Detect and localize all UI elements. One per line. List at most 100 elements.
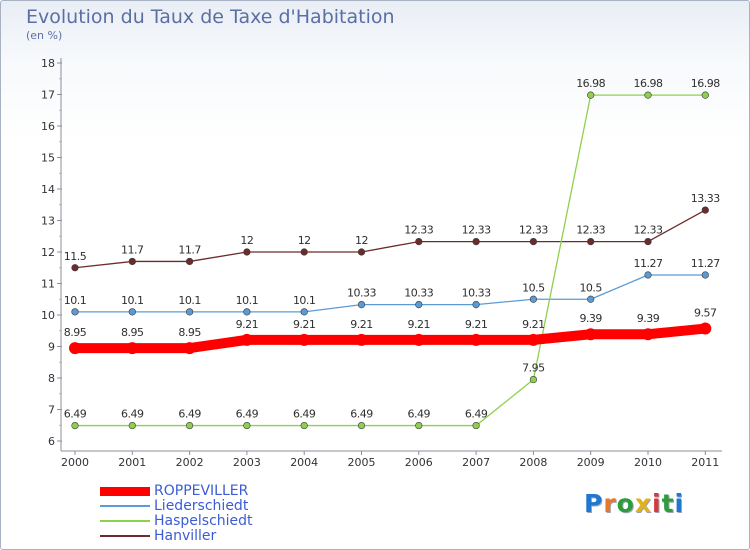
data-label: 6.49 bbox=[236, 408, 259, 421]
legend-swatch bbox=[100, 520, 150, 522]
data-point bbox=[415, 421, 423, 430]
data-label: 10.1 bbox=[178, 294, 201, 307]
legend-label: Hanviller bbox=[154, 528, 217, 544]
data-label: 10.33 bbox=[404, 287, 433, 300]
data-label: 9.21 bbox=[293, 318, 316, 331]
data-point bbox=[186, 257, 194, 266]
data-label: 12 bbox=[240, 234, 253, 247]
data-point bbox=[300, 421, 308, 430]
data-label: 8.95 bbox=[178, 326, 201, 339]
data-label: 16.98 bbox=[691, 77, 720, 90]
series-line-roppeviller bbox=[70, 323, 711, 354]
data-point bbox=[71, 421, 79, 430]
data-point bbox=[357, 421, 366, 430]
data-point bbox=[300, 308, 308, 316]
data-label: 9.21 bbox=[465, 318, 488, 331]
y-tick-label: 12 bbox=[41, 246, 55, 259]
y-tick-label: 15 bbox=[41, 152, 55, 165]
y-tick-label: 8 bbox=[48, 372, 55, 385]
y-tick-label: 14 bbox=[41, 183, 55, 196]
data-label: 9.57 bbox=[694, 307, 717, 320]
x-tick-label: 2009 bbox=[577, 456, 605, 469]
data-label: 11.27 bbox=[691, 257, 720, 270]
data-point bbox=[529, 375, 538, 384]
legend-label: Haspelschiedt bbox=[154, 513, 253, 529]
logo-letter: o bbox=[616, 489, 635, 518]
data-point bbox=[529, 295, 538, 303]
data-label: 10.5 bbox=[522, 281, 545, 294]
logo-letter: i bbox=[652, 489, 662, 518]
data-label: 12.33 bbox=[404, 224, 433, 237]
y-tick-label: 13 bbox=[41, 215, 55, 228]
logo-letter: x bbox=[634, 489, 652, 518]
data-point bbox=[128, 257, 136, 266]
y-tick-label: 11 bbox=[41, 278, 55, 291]
series-line-hanviller bbox=[74, 209, 706, 269]
data-point bbox=[128, 308, 136, 316]
data-label: 12.33 bbox=[576, 224, 605, 237]
data-label: 12 bbox=[355, 234, 368, 247]
data-label: 6.49 bbox=[121, 408, 144, 421]
data-label: 16.98 bbox=[634, 77, 663, 90]
data-label: 11.27 bbox=[634, 257, 663, 270]
data-label: 9.21 bbox=[236, 318, 259, 331]
x-tick-label: 2001 bbox=[118, 456, 146, 469]
data-point bbox=[243, 308, 251, 316]
data-point bbox=[527, 333, 540, 346]
data-label: 6.49 bbox=[350, 408, 373, 421]
x-tick-label: 2010 bbox=[634, 456, 662, 469]
legend-label: ROPPEVILLER bbox=[154, 483, 249, 499]
y-tick-label: 18 bbox=[41, 57, 55, 70]
data-point bbox=[642, 328, 654, 341]
data-point bbox=[587, 295, 595, 303]
data-point bbox=[183, 342, 196, 355]
data-label: 12.33 bbox=[462, 224, 491, 237]
data-label: 10.5 bbox=[579, 281, 602, 294]
x-tick-label: 2002 bbox=[176, 456, 204, 469]
data-point bbox=[701, 206, 709, 214]
data-label: 11.5 bbox=[64, 250, 87, 263]
y-tick-label: 16 bbox=[41, 120, 55, 133]
data-point bbox=[71, 308, 79, 316]
data-label: 9.21 bbox=[350, 318, 373, 331]
data-label: 9.21 bbox=[408, 318, 431, 331]
data-point bbox=[126, 342, 139, 355]
data-point bbox=[470, 333, 483, 346]
data-point bbox=[699, 322, 712, 335]
series-line-liederschiedt bbox=[74, 274, 706, 313]
data-point bbox=[472, 421, 480, 430]
data-label: 9.39 bbox=[579, 312, 602, 325]
y-tick-label: 7 bbox=[48, 404, 55, 417]
data-point bbox=[584, 328, 597, 341]
data-point bbox=[644, 238, 652, 246]
chart-subtitle: (en %) bbox=[26, 29, 63, 42]
data-point bbox=[240, 333, 253, 346]
data-label: 6.49 bbox=[465, 408, 488, 421]
data-point bbox=[472, 238, 480, 246]
data-label: 8.95 bbox=[121, 326, 144, 339]
logo-letter: P bbox=[584, 489, 604, 518]
data-label: 11.7 bbox=[178, 243, 201, 256]
data-label: 10.1 bbox=[121, 294, 144, 307]
data-point bbox=[69, 342, 81, 355]
data-point bbox=[412, 333, 425, 346]
legend-swatch bbox=[100, 535, 150, 537]
logo-letter: i bbox=[674, 489, 685, 518]
logo-letter: t bbox=[661, 489, 675, 518]
data-label: 9.21 bbox=[522, 318, 545, 331]
data-point bbox=[186, 421, 194, 430]
chart-title: Evolution du Taux de Taxe d'Habitation bbox=[26, 6, 395, 28]
data-point bbox=[298, 333, 311, 346]
x-tick-label: 2006 bbox=[405, 456, 433, 469]
data-label: 12.33 bbox=[634, 224, 663, 237]
x-tick-label: 2008 bbox=[519, 456, 547, 469]
data-point bbox=[355, 333, 368, 346]
data-point bbox=[415, 301, 423, 309]
data-label: 16.98 bbox=[576, 77, 605, 90]
x-tick-label: 2007 bbox=[462, 456, 490, 469]
legend-label: Liederschiedt bbox=[154, 498, 249, 514]
data-point bbox=[644, 271, 652, 279]
y-tick-label: 17 bbox=[41, 89, 55, 102]
